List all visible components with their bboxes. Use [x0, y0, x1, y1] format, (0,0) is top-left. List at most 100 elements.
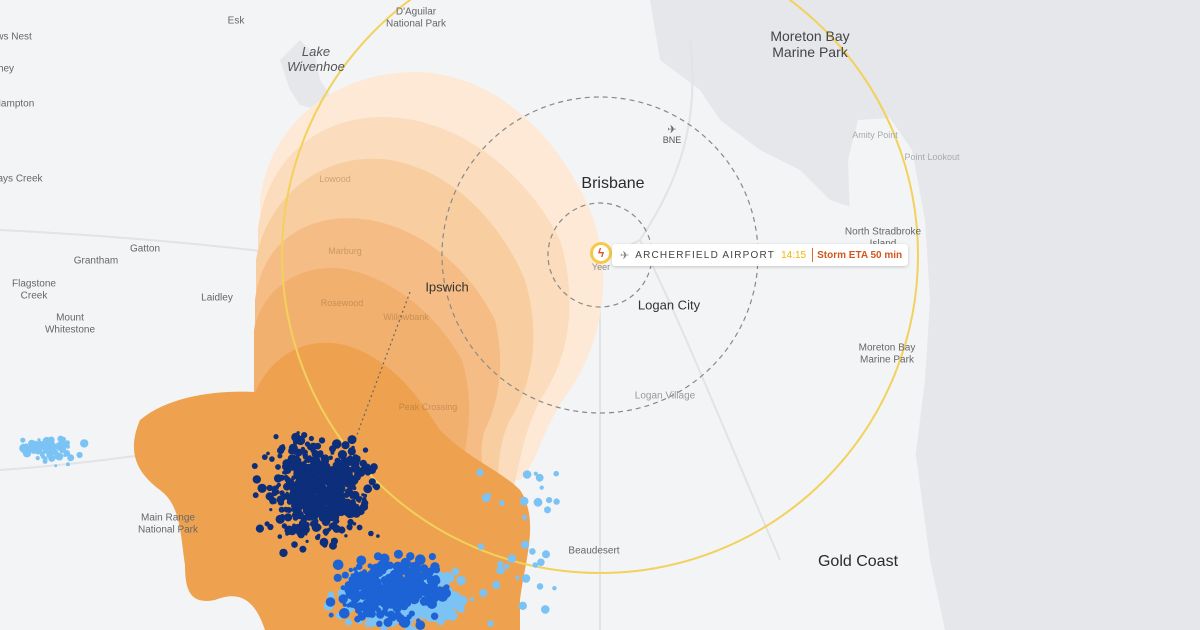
lightning-strike	[340, 471, 346, 477]
lightning-strike	[60, 449, 64, 454]
lightning-strike	[364, 620, 372, 627]
storm-direction-line	[354, 291, 411, 441]
lightning-strike	[275, 464, 281, 470]
lightning-strike	[354, 570, 359, 576]
lightning-strike	[341, 462, 350, 470]
lightning-strike	[291, 475, 296, 481]
lightning-strike	[313, 518, 319, 524]
lightning-strike	[328, 455, 334, 461]
label-hampton: Hampton	[0, 98, 35, 110]
lightning-strike	[481, 493, 491, 503]
label-peak-crossing: Peak Crossing	[398, 401, 458, 412]
lightning-strike	[308, 479, 312, 483]
lightning-strike	[271, 485, 278, 492]
lightning-strike	[37, 438, 41, 442]
lightning-strike	[279, 548, 288, 558]
lightning-strike	[335, 510, 342, 517]
lightning-strike	[439, 619, 445, 625]
lightning-strike	[333, 465, 338, 470]
lightning-strike	[372, 594, 381, 603]
lightning-strike	[321, 458, 328, 465]
lightning-strike	[341, 441, 350, 450]
lightning-strike	[269, 508, 273, 512]
label-laidley: Laidley	[201, 292, 233, 304]
lightning-strike	[332, 559, 344, 571]
lightning-strike	[405, 577, 412, 584]
lightning-strike	[305, 539, 309, 544]
lightning-strike	[399, 576, 405, 582]
lightning-strike	[395, 584, 403, 592]
lightning-strike	[356, 555, 367, 566]
lightning-strike	[65, 451, 69, 455]
label-flagstone-creek: Flagstone Creek	[12, 278, 56, 302]
lightning-strike	[251, 463, 258, 469]
label-gatton: Gatton	[129, 243, 161, 255]
lightning-strike	[325, 485, 335, 495]
lightning-strike	[368, 530, 374, 537]
lightning-strike	[273, 474, 283, 483]
lightning-strike	[364, 599, 373, 607]
label-moreton-bay-marine-park-top: Moreton Bay Marine Park	[770, 27, 850, 60]
lightning-strike	[65, 462, 70, 467]
lightning-strike	[539, 485, 544, 490]
lightning-strike	[348, 601, 354, 608]
lightning-strike	[340, 585, 346, 591]
lightning-strike	[367, 608, 373, 614]
lightning-strike	[352, 477, 359, 485]
lightning-strike	[409, 562, 416, 569]
lightning-strike	[403, 594, 410, 601]
airport-name: ARCHERFIELD AIRPORT	[635, 249, 776, 261]
lightning-strike	[67, 454, 75, 462]
lightning-strike	[295, 510, 304, 520]
lightning-strike	[348, 567, 353, 573]
lightning-strike	[456, 575, 466, 586]
lightning-strike	[327, 591, 334, 598]
lightning-strike	[546, 497, 553, 504]
lightning-strike	[288, 443, 298, 453]
lightning-strike	[443, 571, 452, 581]
label-ways-nest: ws Nest	[0, 31, 32, 43]
lightning-strike	[277, 499, 285, 506]
plane-icon: ✈	[620, 249, 630, 262]
airport-time: 14:15	[781, 249, 807, 261]
lightning-strike	[541, 605, 550, 614]
lightning-strike	[470, 597, 475, 602]
lightning-strike	[371, 603, 379, 611]
lightning-icon[interactable]: ϟ	[590, 242, 612, 264]
lightning-strike	[345, 471, 353, 478]
lightning-strike	[301, 449, 308, 456]
label-rosewood: Rosewood	[320, 297, 364, 308]
label-main-range-national-park: Main Range National Park	[137, 512, 199, 536]
lightning-strike	[339, 608, 350, 619]
lightning-strike	[431, 575, 440, 584]
lightning-strike	[381, 587, 390, 596]
lightning-strike	[356, 604, 362, 610]
lightning-strike	[293, 493, 298, 499]
lightning-strike	[409, 593, 420, 605]
lightning-strike	[361, 497, 367, 502]
label-yeer: Yeer	[591, 261, 611, 272]
lightning-strike	[317, 452, 324, 458]
lightning-strike	[343, 498, 352, 507]
lightning-strike	[384, 594, 396, 605]
lightning-strike	[315, 524, 320, 529]
lightning-strike	[328, 524, 332, 528]
lightning-strike	[330, 503, 334, 507]
label-ipswich: Ipswich	[425, 279, 469, 295]
lightning-strike	[333, 526, 339, 532]
lightning-strike	[275, 514, 285, 524]
lightning-strike	[52, 449, 59, 456]
lightning-strike	[308, 456, 312, 460]
lightning-strike	[322, 497, 330, 504]
lightning-strike	[283, 507, 290, 513]
lake-wivenhoe	[280, 40, 330, 110]
lightning-strike	[309, 485, 313, 490]
lightning-strike	[285, 491, 289, 495]
lightning-strike	[299, 545, 307, 553]
lightning-strike	[306, 499, 315, 509]
lightning-strike	[373, 552, 383, 561]
lightning-strike	[320, 479, 326, 484]
airport-callout[interactable]: ✈ ARCHERFIELD AIRPORT 14:15 Storm ETA 50…	[612, 244, 909, 266]
